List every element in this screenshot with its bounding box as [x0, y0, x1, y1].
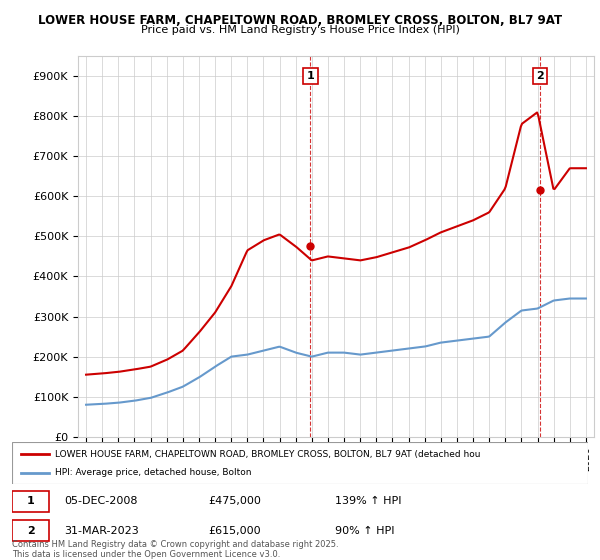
Text: 2: 2 [536, 71, 544, 81]
Text: Contains HM Land Registry data © Crown copyright and database right 2025.
This d: Contains HM Land Registry data © Crown c… [12, 540, 338, 559]
Text: LOWER HOUSE FARM, CHAPELTOWN ROAD, BROMLEY CROSS, BOLTON, BL7 9AT: LOWER HOUSE FARM, CHAPELTOWN ROAD, BROML… [38, 14, 562, 27]
Text: 139% ↑ HPI: 139% ↑ HPI [335, 496, 401, 506]
Text: £475,000: £475,000 [208, 496, 261, 506]
Text: 31-MAR-2023: 31-MAR-2023 [64, 526, 139, 535]
Text: 90% ↑ HPI: 90% ↑ HPI [335, 526, 394, 535]
Text: 1: 1 [307, 71, 314, 81]
Text: 1: 1 [27, 496, 35, 506]
FancyBboxPatch shape [12, 491, 49, 512]
Text: Price paid vs. HM Land Registry's House Price Index (HPI): Price paid vs. HM Land Registry's House … [140, 25, 460, 35]
Text: 2: 2 [27, 526, 35, 535]
Text: LOWER HOUSE FARM, CHAPELTOWN ROAD, BROMLEY CROSS, BOLTON, BL7 9AT (detached hou: LOWER HOUSE FARM, CHAPELTOWN ROAD, BROML… [55, 450, 481, 459]
FancyBboxPatch shape [12, 442, 588, 484]
Text: HPI: Average price, detached house, Bolton: HPI: Average price, detached house, Bolt… [55, 468, 252, 477]
Text: £615,000: £615,000 [208, 526, 260, 535]
FancyBboxPatch shape [12, 520, 49, 541]
Text: 05-DEC-2008: 05-DEC-2008 [64, 496, 137, 506]
